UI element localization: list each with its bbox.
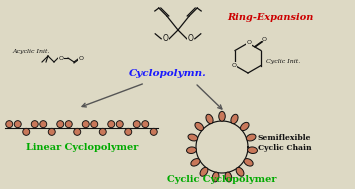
Ellipse shape [219, 111, 225, 121]
Ellipse shape [133, 121, 140, 128]
Ellipse shape [6, 121, 13, 128]
Text: O: O [59, 56, 64, 60]
Ellipse shape [188, 134, 198, 141]
Ellipse shape [247, 147, 257, 153]
Ellipse shape [91, 121, 98, 128]
Ellipse shape [187, 147, 196, 153]
Ellipse shape [48, 128, 55, 135]
Text: Linear Cyclopolymer: Linear Cyclopolymer [26, 143, 138, 153]
Ellipse shape [212, 172, 219, 182]
Ellipse shape [125, 128, 132, 135]
Ellipse shape [57, 121, 64, 128]
Text: Cyclic Init.: Cyclic Init. [266, 60, 300, 64]
Text: O: O [262, 37, 267, 42]
Ellipse shape [246, 134, 256, 141]
Text: O: O [188, 34, 194, 43]
Text: Semiflexible
Cyclic Chain: Semiflexible Cyclic Chain [258, 134, 312, 152]
Ellipse shape [241, 122, 249, 131]
Ellipse shape [236, 167, 244, 176]
Ellipse shape [31, 121, 38, 128]
Ellipse shape [231, 114, 238, 124]
Text: O: O [78, 56, 83, 61]
Text: O: O [246, 40, 251, 46]
Text: O: O [231, 63, 236, 68]
Ellipse shape [116, 121, 123, 128]
Ellipse shape [82, 121, 89, 128]
Text: Acyclic Init.: Acyclic Init. [12, 50, 49, 54]
Ellipse shape [99, 128, 106, 135]
Text: O: O [162, 34, 168, 43]
Text: Cyclic Cyclopolymer: Cyclic Cyclopolymer [167, 176, 277, 184]
Ellipse shape [23, 128, 30, 135]
Ellipse shape [108, 121, 115, 128]
Text: Ring-Expansion: Ring-Expansion [227, 13, 313, 22]
Ellipse shape [74, 128, 81, 135]
Ellipse shape [225, 172, 232, 182]
Ellipse shape [14, 121, 21, 128]
Ellipse shape [65, 121, 72, 128]
Ellipse shape [142, 121, 149, 128]
Ellipse shape [191, 159, 200, 166]
Ellipse shape [244, 159, 253, 166]
Ellipse shape [195, 122, 203, 131]
Ellipse shape [200, 167, 208, 176]
Ellipse shape [40, 121, 47, 128]
Ellipse shape [150, 128, 157, 135]
Text: Cyclopolymn.: Cyclopolymn. [129, 70, 207, 78]
Ellipse shape [206, 114, 213, 124]
